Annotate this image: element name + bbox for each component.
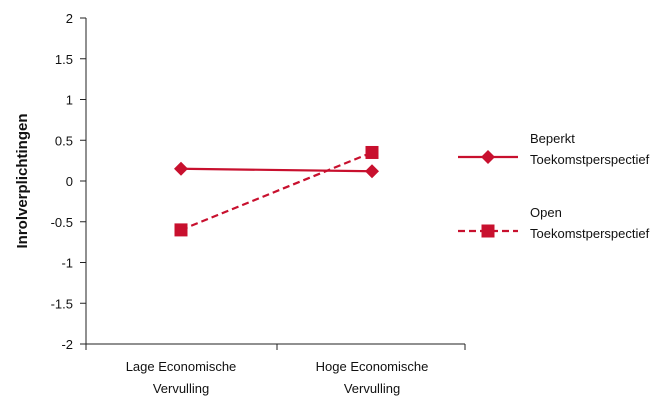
y-tick-label: 0	[66, 174, 73, 189]
y-tick-label: -1	[61, 256, 73, 271]
series-line-2	[180, 151, 373, 231]
y-axis-title: Inrolverplichtingen	[14, 113, 31, 248]
x-tick-label: Hoge Economische Vervulling	[316, 359, 429, 396]
data-point-series-1-1	[174, 161, 188, 176]
data-point-series-1-2	[365, 164, 379, 179]
data-point-series-2-2	[365, 145, 379, 159]
legend-marker-1	[481, 150, 495, 164]
legend-marker-2	[481, 224, 495, 238]
y-tick-label: -2	[61, 337, 73, 352]
y-tick-label: 2	[66, 11, 73, 26]
y-tick-label: 0.5	[55, 133, 73, 148]
y-tick-label: 1.5	[55, 52, 73, 67]
data-point-series-2-1	[174, 223, 188, 237]
y-tick-label: -0.5	[51, 215, 73, 230]
y-tick-label: -1.5	[51, 296, 73, 311]
x-tick-label: Lage Economische Vervulling	[126, 359, 237, 396]
legend-label-1: Beperkt Toekomstperspectief	[530, 131, 650, 167]
y-tick-label: 1	[66, 93, 73, 108]
legend-label-2: Open Toekomstperspectief	[530, 205, 650, 241]
series-line-1	[180, 167, 373, 173]
